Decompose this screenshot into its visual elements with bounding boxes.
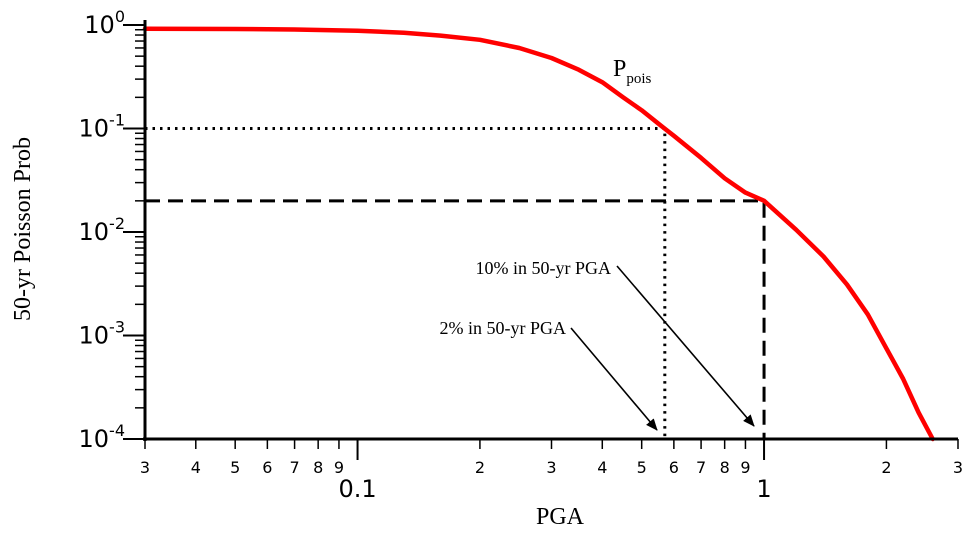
y-axis-ticks: 100 10-1 10-2 10-3 10-4 xyxy=(79,7,145,453)
y-tick-label: 10-3 xyxy=(79,318,126,350)
x-minor-tick-label: 3 xyxy=(546,458,556,477)
x-minor-tick-label: 3 xyxy=(953,458,963,477)
annotation-10pct-label: 10% in 50-yr PGA xyxy=(476,258,612,278)
x-major-tick-label: 1 xyxy=(756,475,771,503)
series-label-ppois: Ppois xyxy=(613,56,652,87)
x-minor-tick-label: 2 xyxy=(881,458,891,477)
annotations: 10% in 50-yr PGA 2% in 50-yr PGA xyxy=(440,258,755,431)
x-minor-tick-label: 7 xyxy=(289,458,299,477)
x-minor-tick-label: 3 xyxy=(140,458,150,477)
x-minor-tick-label: 6 xyxy=(669,458,679,477)
x-minor-tick-label: 8 xyxy=(313,458,323,477)
x-minor-tick-label: 9 xyxy=(334,458,344,477)
annotation-2pct-arrow xyxy=(570,327,658,431)
y-tick-label: 100 xyxy=(84,7,125,39)
x-minor-tick-label: 8 xyxy=(720,458,730,477)
x-minor-tick-label: 9 xyxy=(740,458,750,477)
x-axis-ticks: 3 4 5 6 7 8 9 2 3 4 5 6 7 8 9 2 30.1 1 xyxy=(140,439,963,503)
x-minor-tick-label: 4 xyxy=(597,458,607,477)
x-minor-tick-label: 5 xyxy=(637,458,647,477)
x-minor-tick-label: 5 xyxy=(230,458,240,477)
annotation-10pct-arrow xyxy=(616,265,755,427)
y-tick-label: 10-4 xyxy=(79,421,126,453)
y-axis-title: 50-yr Poisson Prob xyxy=(10,137,36,321)
x-minor-tick-label: 4 xyxy=(191,458,201,477)
reference-lines xyxy=(145,127,766,439)
y-tick-label: 10-2 xyxy=(79,214,126,246)
x-minor-tick-label: 2 xyxy=(475,458,485,477)
series-layer xyxy=(142,26,935,442)
annotation-2pct-label: 2% in 50-yr PGA xyxy=(440,318,567,338)
x-minor-tick-label: 7 xyxy=(696,458,706,477)
reference-line-10%-in-50-yr xyxy=(145,127,667,439)
series-line-P-pois xyxy=(142,26,935,442)
y-tick-label: 10-1 xyxy=(79,111,126,143)
x-axis-title: PGA xyxy=(536,504,585,530)
x-minor-tick-label: 6 xyxy=(262,458,272,477)
x-major-tick-label: 0.1 xyxy=(338,475,376,503)
